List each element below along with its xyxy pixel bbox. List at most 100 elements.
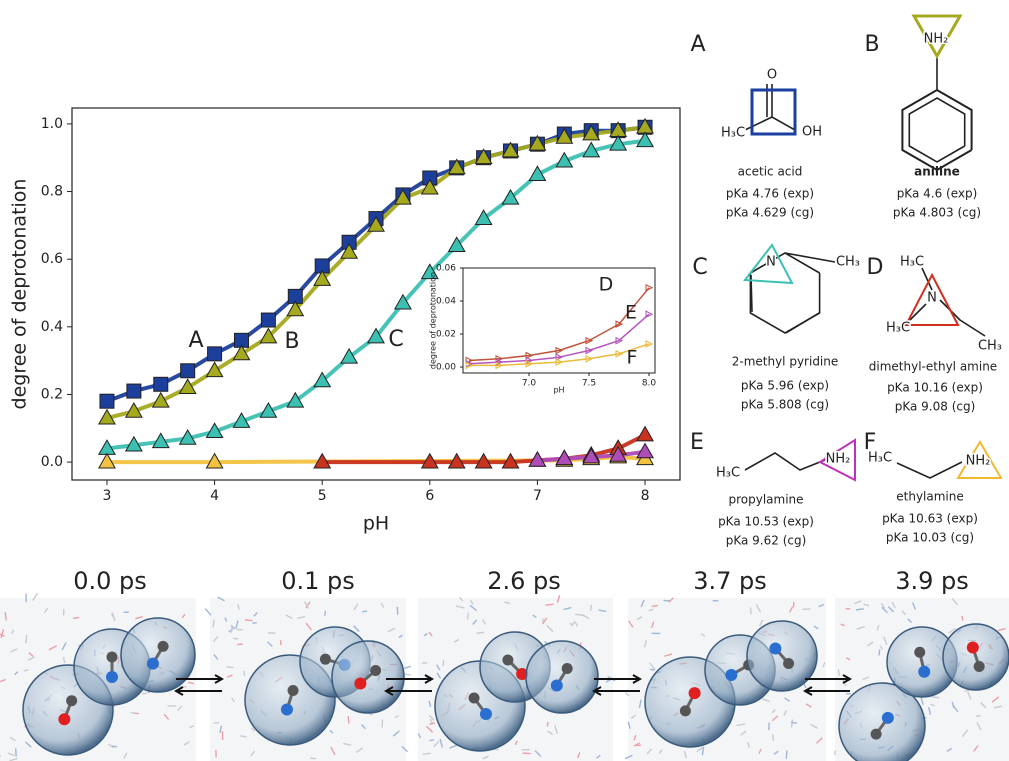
marker <box>609 134 628 151</box>
marker <box>178 428 197 445</box>
arrow-forward <box>594 674 643 684</box>
solvent <box>305 601 311 609</box>
solvent <box>235 620 239 630</box>
marker <box>313 270 332 286</box>
solvent <box>755 604 762 613</box>
solvent <box>111 612 116 622</box>
solvent <box>747 742 750 748</box>
molecule-name: acetic acid <box>738 165 803 179</box>
solvent <box>482 619 487 625</box>
solvent <box>0 678 6 683</box>
pka-value: pKa 9.62 (cg) <box>726 534 807 548</box>
solvent <box>577 752 581 759</box>
solvent <box>285 614 293 620</box>
solvent <box>230 625 233 633</box>
marker <box>260 312 276 328</box>
solvent <box>862 676 870 681</box>
solvent <box>683 750 688 759</box>
highlight-triangle <box>743 243 794 285</box>
solvent <box>425 725 434 733</box>
solvent <box>856 625 866 630</box>
marker <box>495 361 504 370</box>
solvent <box>749 607 752 615</box>
atom-label: H₃C <box>868 451 892 466</box>
marker <box>286 391 305 408</box>
marker <box>99 393 115 409</box>
solvent <box>187 681 195 685</box>
marker <box>582 124 601 141</box>
solvent <box>961 729 969 738</box>
solvent <box>887 606 895 613</box>
y-tick-label: 0.2 <box>41 386 63 402</box>
solvent <box>429 722 436 725</box>
marker <box>585 346 594 355</box>
solvent <box>224 617 228 622</box>
y-tick-label: 0.00 <box>436 363 456 373</box>
bead <box>838 682 926 761</box>
solvent <box>911 602 917 610</box>
marker <box>126 383 142 399</box>
series-label: C <box>388 327 403 352</box>
marker <box>207 346 223 362</box>
solvent <box>854 600 862 605</box>
atom-label: H₃C <box>716 466 740 481</box>
arrow-back <box>802 686 850 696</box>
y-tick-label: 0.02 <box>436 330 456 340</box>
series-label: D <box>599 274 614 296</box>
solvent <box>219 725 223 734</box>
solvent <box>428 631 433 637</box>
solvent <box>482 755 489 760</box>
marker <box>124 435 143 452</box>
marker <box>205 422 224 439</box>
solvent <box>181 613 186 619</box>
solvent <box>993 705 1002 709</box>
bond <box>785 312 820 334</box>
solvent <box>758 748 762 754</box>
solvent <box>303 601 310 609</box>
bond <box>896 461 963 479</box>
solvent <box>514 740 518 746</box>
pka-value: pKa 5.96 (exp) <box>741 379 829 393</box>
arrow-forward <box>176 674 225 684</box>
marker <box>609 445 628 462</box>
bond <box>908 97 966 163</box>
solvent <box>48 645 57 651</box>
solvent <box>991 696 1000 703</box>
atom <box>561 662 573 674</box>
solvent <box>624 692 630 697</box>
solvent <box>920 697 924 705</box>
panel-letter: A <box>690 32 705 57</box>
solvent <box>466 612 470 620</box>
solvent <box>4 612 7 621</box>
solvent <box>563 606 572 611</box>
pka-value: pKa 4.76 (exp) <box>726 187 814 201</box>
marker <box>645 284 654 292</box>
solvent <box>833 750 837 756</box>
solvent <box>422 752 431 755</box>
solvent <box>649 668 655 671</box>
bond <box>909 303 927 321</box>
atom-label: O <box>767 68 777 83</box>
pka-value: pKa 10.03 (cg) <box>886 531 974 545</box>
arrow-back <box>173 686 222 696</box>
solvent <box>638 699 642 708</box>
atom <box>966 641 979 654</box>
solvent <box>790 721 797 724</box>
highlight-triangle <box>911 14 963 60</box>
solvent <box>347 716 350 724</box>
solvent <box>14 671 19 676</box>
solvent <box>627 721 631 729</box>
solvent <box>111 745 118 748</box>
solvent <box>252 621 257 624</box>
solvent <box>404 665 412 670</box>
solvent <box>401 745 409 753</box>
solvent <box>948 627 956 634</box>
solvent <box>790 719 794 728</box>
solvent <box>643 640 648 648</box>
marker <box>97 408 116 425</box>
marker <box>555 346 564 355</box>
solvent <box>7 752 16 757</box>
atom <box>319 653 331 665</box>
solvent <box>253 612 258 617</box>
solvent <box>633 734 637 741</box>
